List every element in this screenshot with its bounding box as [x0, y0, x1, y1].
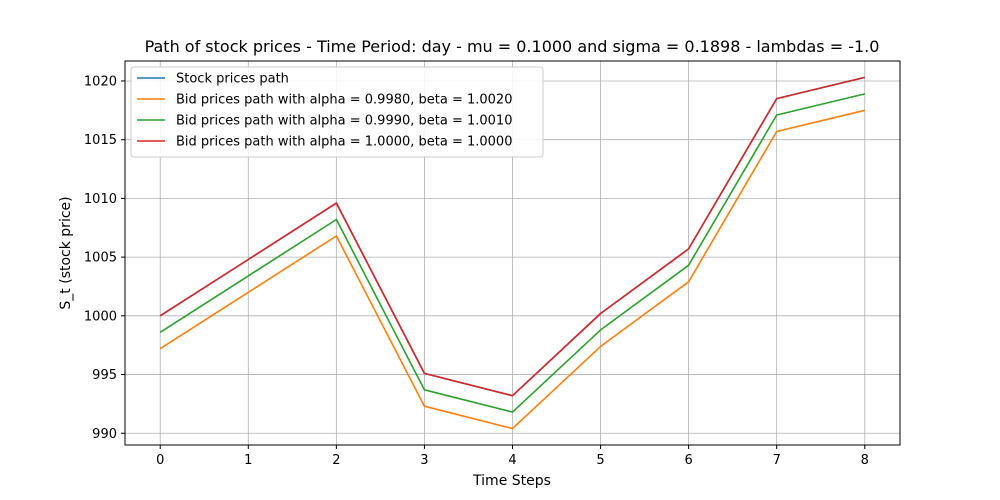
legend: Stock prices path Bid prices path with al…: [130, 66, 544, 158]
y-tick-label: 1005: [84, 251, 117, 266]
x-tick-label: 8: [861, 453, 869, 468]
y-tick-label: 1000: [84, 309, 117, 324]
y-axis-ticks: 990 995 1000 1005 1010 1015 1020: [84, 74, 125, 442]
y-axis-label: S_t (stock price): [58, 196, 74, 309]
x-tick-label: 5: [596, 453, 604, 468]
legend-box: [130, 66, 544, 158]
x-tick-label: 2: [332, 453, 340, 468]
chart-title: Path of stock prices - Time Period: day …: [145, 37, 880, 56]
series-line-1: [159, 109, 865, 430]
legend-label: Bid prices path with alpha = 0.9990, bet…: [176, 114, 512, 129]
y-tick-label: 1020: [84, 74, 117, 89]
series-line-3: [159, 76, 865, 397]
legend-label: Bid prices path with alpha = 0.9980, bet…: [176, 93, 512, 108]
x-tick-label: 4: [508, 453, 516, 468]
x-tick-label: 0: [156, 453, 164, 468]
x-tick-label: 6: [684, 453, 692, 468]
y-tick-label: 995: [92, 368, 117, 383]
legend-label: Stock prices path: [176, 72, 289, 87]
series-line-2: [159, 93, 865, 413]
series-lines: [159, 76, 865, 430]
legend-label: Bid prices path with alpha = 1.0000, bet…: [176, 135, 512, 150]
x-axis-ticks: 0 1 2 3 4 5 6 7 8: [156, 445, 869, 468]
y-tick-label: 990: [92, 427, 117, 442]
x-axis-label: Time Steps: [472, 473, 551, 489]
x-tick-label: 1: [244, 453, 252, 468]
y-tick-label: 1015: [84, 133, 117, 148]
x-tick-label: 7: [773, 453, 781, 468]
x-tick-label: 3: [420, 453, 428, 468]
y-tick-label: 1010: [84, 192, 117, 207]
